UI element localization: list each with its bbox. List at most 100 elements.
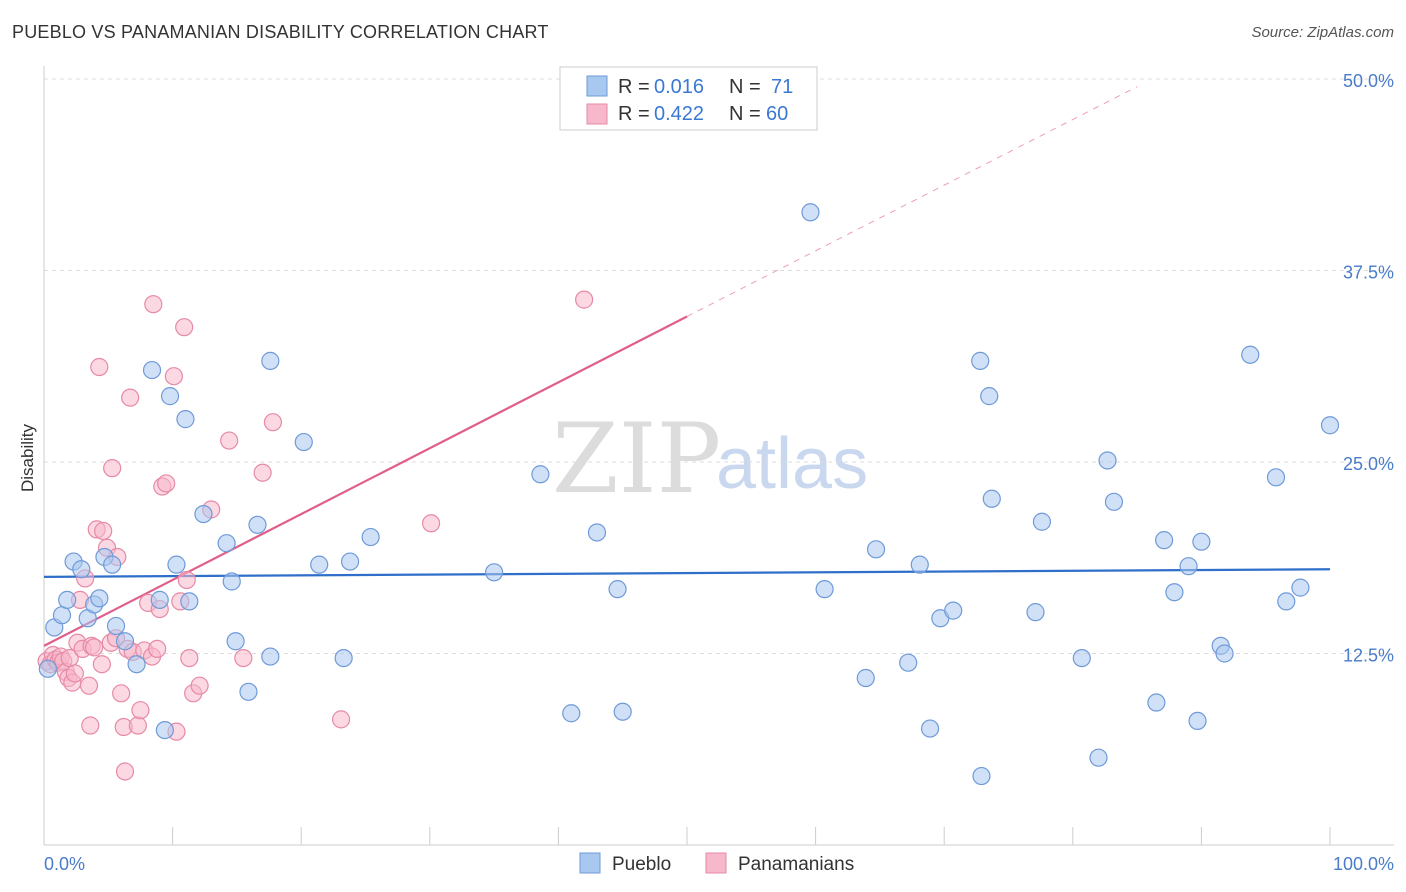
- panamanians-point-48: [175, 318, 194, 337]
- watermark: ZIP atlas: [552, 403, 868, 515]
- x-tick-label-end: 100.0%: [1333, 854, 1394, 874]
- panamanians-point-55: [234, 648, 253, 668]
- legend-r-value-pueblo: 0.016: [654, 76, 704, 98]
- panamanians-trend-extension: [686, 86, 1138, 317]
- legend-n-value-pueblo: 71: [771, 76, 793, 98]
- pueblo-point-11: [106, 616, 126, 636]
- pueblo-point-30: [310, 555, 329, 574]
- pueblo-point-69: [1277, 592, 1296, 611]
- pueblo-point-66: [1215, 644, 1234, 663]
- pueblo-point-3: [58, 590, 77, 609]
- panamanians-point-60: [575, 290, 594, 309]
- legend-n-label-panamanians: N =: [729, 103, 761, 125]
- x-tick-label-start: 0.0%: [44, 854, 85, 874]
- pueblo-point-52: [982, 489, 1001, 508]
- pueblo-point-39: [613, 702, 632, 721]
- bottom-legend-label-pueblo: Pueblo: [612, 854, 671, 875]
- source-label: Source: ZipAtlas.com: [1251, 24, 1394, 41]
- y-axis-title: Disability: [18, 423, 37, 492]
- pueblo-point-50: [972, 766, 991, 786]
- pueblo-point-53: [1026, 603, 1045, 622]
- bottom-legend-label-panamanians: Panamanians: [738, 854, 854, 875]
- legend-r-value-panamanians: 0.422: [654, 103, 704, 125]
- panamanians-point-19: [85, 638, 104, 657]
- panamanians-point-29: [112, 684, 131, 703]
- panamanians-point-50: [180, 648, 199, 668]
- y-tick-label-1: 25.0%: [1343, 454, 1394, 474]
- panamanians-point-45: [164, 367, 183, 386]
- trend-lines: [43, 86, 1331, 647]
- pueblo-point-57: [1098, 451, 1117, 470]
- pueblo-point-15: [150, 590, 169, 609]
- pueblo-point-35: [531, 465, 550, 484]
- pueblo-point-32: [340, 552, 360, 571]
- pueblo-point-44: [899, 653, 918, 672]
- panamanians-point-52: [190, 676, 209, 695]
- pueblo-point-67: [1241, 345, 1260, 364]
- panamanians-point-57: [263, 413, 283, 432]
- pueblo-point-38: [608, 580, 627, 599]
- pueblo-point-68: [1266, 468, 1286, 487]
- pueblo-point-34: [485, 563, 504, 582]
- pueblo-point-45: [910, 555, 929, 574]
- pueblo-point-51: [980, 387, 999, 406]
- watermark-atlas: atlas: [716, 424, 868, 504]
- pueblo-point-43: [866, 540, 886, 559]
- pueblo-point-17: [160, 387, 180, 406]
- pueblo-point-71: [1320, 416, 1340, 435]
- panamanians-point-41: [148, 639, 167, 659]
- axes: [43, 66, 1394, 846]
- pueblo-point-59: [1147, 693, 1166, 712]
- pueblo-point-26: [248, 515, 267, 534]
- panamanians-point-22: [92, 655, 111, 674]
- legend-n-value-panamanians: 60: [766, 103, 788, 125]
- pueblo-point-5: [72, 560, 91, 579]
- pueblo-point-61: [1165, 583, 1184, 602]
- pueblo-point-64: [1192, 532, 1211, 551]
- chart-title: PUEBLO VS PANAMANIAN DISABILITY CORRELAT…: [12, 22, 549, 42]
- pueblo-point-33: [361, 527, 380, 547]
- pueblo-point-46: [920, 719, 940, 738]
- bottom-legend-swatch-panamanians: [705, 852, 727, 874]
- pueblo-point-28: [261, 647, 280, 666]
- pueblo-point-49: [971, 351, 990, 370]
- pueblo-point-27: [261, 351, 280, 370]
- panamanians-point-33: [121, 388, 140, 407]
- pueblo-point-54: [1032, 512, 1052, 531]
- pueblo-point-37: [587, 523, 607, 542]
- y-tick-label-2: 37.5%: [1343, 263, 1394, 283]
- panamanians-point-35: [128, 716, 147, 735]
- watermark-zip: ZIP: [552, 403, 721, 515]
- legend-swatch-panamanians: [586, 103, 608, 125]
- panamanians-point-31: [115, 762, 135, 781]
- legend-r-label-panamanians: R =: [618, 103, 650, 125]
- panamanians-point-40: [144, 295, 163, 314]
- pueblo-point-55: [1072, 648, 1091, 668]
- pueblo-point-62: [1179, 557, 1198, 576]
- pueblo-point-70: [1291, 578, 1310, 597]
- panamanians-point-26: [103, 459, 122, 478]
- pueblo-point-0: [38, 659, 57, 678]
- pueblo-point-19: [176, 410, 195, 429]
- pueblo-point-10: [103, 555, 122, 574]
- panamanians-points: [37, 290, 594, 781]
- pueblo-point-18: [167, 555, 186, 574]
- pueblo-point-63: [1188, 711, 1207, 731]
- pueblo-point-21: [194, 504, 213, 524]
- pueblo-point-41: [815, 580, 834, 599]
- pueblo-point-60: [1155, 531, 1174, 550]
- panamanians-point-58: [331, 710, 351, 729]
- pueblo-trend-line: [43, 568, 1331, 579]
- pueblo-point-20: [180, 592, 199, 611]
- pueblo-point-31: [334, 648, 353, 668]
- pueblo-point-12: [115, 632, 135, 651]
- pueblo-point-42: [856, 668, 875, 688]
- panamanians-trend-line: [43, 315, 688, 647]
- pueblo-point-14: [142, 360, 162, 380]
- pueblo-point-16: [155, 720, 174, 740]
- panamanians-point-16: [79, 676, 99, 695]
- legend-swatch-pueblo: [586, 75, 608, 97]
- pueblo-point-22: [217, 534, 236, 553]
- bottom-legend-swatch-pueblo: [579, 852, 601, 874]
- panamanians-point-54: [220, 431, 239, 450]
